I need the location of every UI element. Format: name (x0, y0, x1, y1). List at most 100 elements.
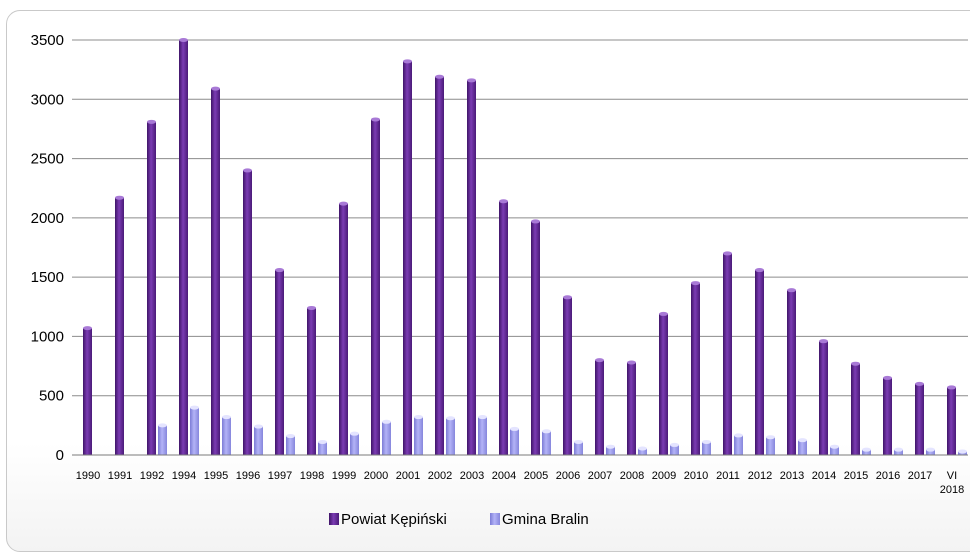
bar-top-powiat-kepinski (659, 311, 668, 316)
bar-top-powiat-kepinski (499, 199, 508, 204)
x-tick-label: 2008 (620, 470, 644, 482)
bar-top-gmina-bralin (222, 415, 231, 420)
bar-top-gmina-bralin (734, 433, 743, 438)
bar-powiat-kepinski (659, 313, 668, 455)
y-tick-label: 3000 (31, 91, 64, 108)
bar-top-gmina-bralin (638, 446, 647, 451)
bar-gmina-bralin (446, 418, 455, 455)
bar-top-gmina-bralin (798, 438, 807, 443)
x-tick-label: 2012 (748, 470, 772, 482)
bar-gmina-bralin (382, 421, 391, 455)
bar-top-powiat-kepinski (947, 385, 956, 390)
bar-top-powiat-kepinski (627, 360, 636, 365)
bar-top-gmina-bralin (478, 415, 487, 420)
bar-gmina-bralin (574, 441, 583, 455)
bar-top-gmina-bralin (382, 419, 391, 424)
bar-top-gmina-bralin (350, 431, 359, 436)
bar-top-gmina-bralin (446, 416, 455, 421)
x-tick-label: 1992 (140, 470, 164, 482)
bar-gmina-bralin (318, 441, 327, 455)
bar-top-gmina-bralin (190, 405, 199, 410)
bar-top-powiat-kepinski (915, 381, 924, 386)
x-tick-label: 2015 (844, 470, 868, 482)
x-tick-label: 1996 (236, 470, 260, 482)
x-tick-label: 2004 (492, 470, 516, 482)
bar-powiat-kepinski (147, 121, 156, 456)
x-tick-label-line: 2018 (940, 484, 964, 496)
bar-top-powiat-kepinski (563, 295, 572, 300)
bar-top-gmina-bralin (286, 434, 295, 439)
bar-gmina-bralin (222, 417, 231, 455)
bar-top-powiat-kepinski (307, 305, 316, 310)
bar-top-gmina-bralin (830, 444, 839, 449)
x-tick-label: 1995 (204, 470, 228, 482)
bar-top-powiat-kepinski (691, 281, 700, 286)
bar-top-powiat-kepinski (115, 195, 124, 200)
x-tick-label: 1991 (108, 470, 132, 482)
bar-top-gmina-bralin (670, 442, 679, 447)
bar-powiat-kepinski (883, 377, 892, 455)
x-tick-label: 2005 (524, 470, 548, 482)
bar-top-powiat-kepinski (371, 117, 380, 122)
x-tick-label: 1997 (268, 470, 292, 482)
bar-powiat-kepinski (691, 283, 700, 455)
bar-gmina-bralin (158, 425, 167, 455)
x-tick-label-line: VI (947, 470, 957, 482)
bar-top-gmina-bralin (894, 447, 903, 452)
bar-top-gmina-bralin (702, 439, 711, 444)
bar-top-powiat-kepinski (531, 219, 540, 224)
bar-powiat-kepinski (531, 221, 540, 455)
bar-top-powiat-kepinski (851, 361, 860, 366)
bar-gmina-bralin (734, 435, 743, 455)
y-tick-label: 2500 (31, 151, 64, 168)
bar-gmina-bralin (510, 428, 519, 455)
bar-powiat-kepinski (851, 363, 860, 455)
bar-powiat-kepinski (595, 360, 604, 455)
bar-gmina-bralin (542, 431, 551, 455)
bar-powiat-kepinski (787, 290, 796, 455)
bar-top-powiat-kepinski (595, 358, 604, 363)
bar-powiat-kepinski (499, 201, 508, 455)
bar-gmina-bralin (862, 449, 871, 455)
bar-top-powiat-kepinski (211, 86, 220, 91)
bar-top-gmina-bralin (542, 429, 551, 434)
bar-top-powiat-kepinski (467, 78, 476, 83)
bar-gmina-bralin (606, 446, 615, 455)
x-tick-label: 2003 (460, 470, 484, 482)
bar-powiat-kepinski (403, 61, 412, 455)
bar-top-gmina-bralin (958, 449, 967, 454)
bar-top-gmina-bralin (766, 435, 775, 440)
bar-top-powiat-kepinski (723, 251, 732, 256)
bar-top-powiat-kepinski (883, 375, 892, 380)
legend-item-gmina-bralin-label: Gmina Bralin (502, 511, 589, 528)
bar-powiat-kepinski (115, 197, 124, 455)
x-tick-label: 1999 (332, 470, 356, 482)
bar-top-powiat-kepinski (435, 74, 444, 79)
x-tick-label: 2010 (684, 470, 708, 482)
bar-top-gmina-bralin (862, 447, 871, 452)
bar-gmina-bralin (638, 448, 647, 455)
bar-powiat-kepinski (627, 362, 636, 455)
bar-gmina-bralin (670, 444, 679, 455)
bar-gmina-bralin (190, 407, 199, 455)
bar-top-gmina-bralin (414, 415, 423, 420)
x-tick-label: 2007 (588, 470, 612, 482)
x-tick-label: 1998 (300, 470, 324, 482)
bar-top-gmina-bralin (254, 424, 263, 429)
x-tick-label: 2016 (876, 470, 900, 482)
x-tick-label: 1990 (76, 470, 100, 482)
bar-top-powiat-kepinski (819, 339, 828, 344)
bar-powiat-kepinski (435, 76, 444, 455)
bar-powiat-kepinski (947, 387, 956, 455)
bar-gmina-bralin (254, 426, 263, 455)
bar-top-powiat-kepinski (275, 268, 284, 273)
bar-gmina-bralin (926, 449, 935, 455)
chart-frame (6, 10, 970, 552)
bar-top-powiat-kepinski (179, 38, 188, 42)
x-tick-label: 1994 (172, 470, 196, 482)
x-tick-label: 2013 (780, 470, 804, 482)
bar-top-powiat-kepinski (83, 326, 92, 331)
bar-top-powiat-kepinski (243, 168, 252, 173)
bar-powiat-kepinski (371, 119, 380, 455)
